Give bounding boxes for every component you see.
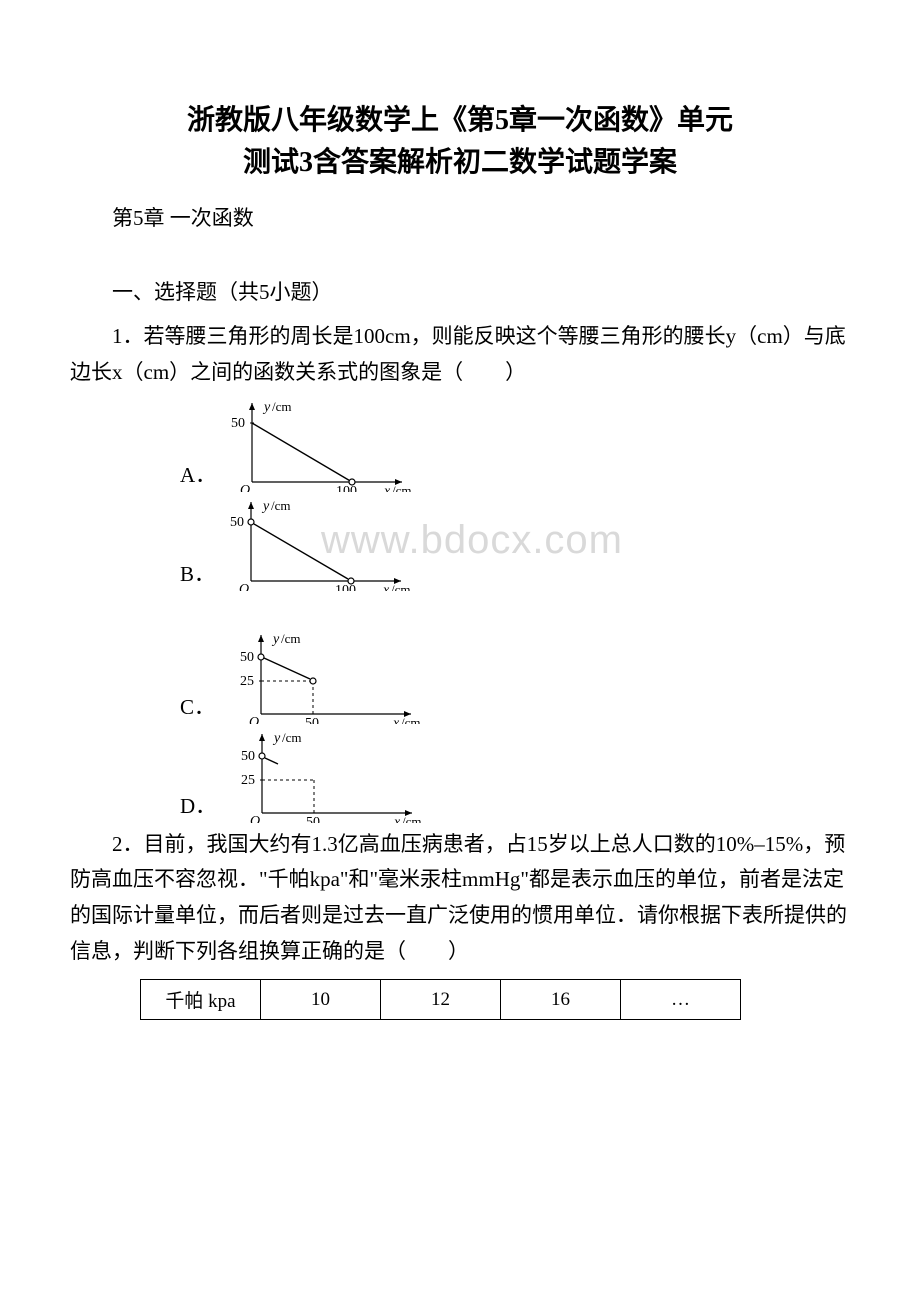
chart-c: y/cm x/cm 50 25 50 O (221, 629, 421, 724)
option-d-label: D． (180, 796, 216, 823)
svg-text:O: O (240, 483, 250, 492)
doc-title: 浙教版八年级数学上《第5章一次函数》单元 测试3含答案解析初二数学试题学案 (70, 100, 850, 184)
option-a: A． y/cm x/cm 50 100 O (180, 397, 850, 492)
question-2-text: 2．目前，我国大约有1.3亿高血压病患者，占15岁以上总人口数的10%–15%，… (70, 827, 850, 970)
chart-d-xtick: 50 (306, 815, 320, 823)
svg-text:y: y (272, 731, 281, 746)
pressure-table: 千帕 kpa 10 12 16 … (140, 979, 741, 1020)
option-a-label: A． (180, 465, 216, 492)
svg-text:/cm: /cm (272, 399, 292, 414)
svg-text:x: x (382, 583, 390, 591)
table-cell: 10 (261, 980, 381, 1020)
svg-text:/cm: /cm (392, 483, 412, 492)
table-cell: 12 (381, 980, 501, 1020)
svg-text:y: y (261, 499, 270, 514)
chart-b-ytick: 50 (230, 515, 244, 530)
chart-d-ytick2: 25 (241, 773, 255, 788)
chapter-label: 第5章 一次函数 (70, 202, 850, 236)
table-cell: 16 (501, 980, 621, 1020)
chart-a: y/cm x/cm 50 100 O (222, 397, 412, 492)
svg-text:y: y (271, 632, 280, 647)
svg-text:/cm: /cm (281, 631, 301, 646)
section-1-header: 一、选择题（共5小题） (70, 276, 850, 310)
svg-text:/cm: /cm (271, 498, 291, 513)
option-d: D． y/cm x/cm 50 25 50 O (180, 728, 850, 823)
chart-d: y/cm x/cm 50 25 50 O (222, 728, 422, 823)
chart-d-ytick1: 50 (241, 749, 255, 764)
option-c: C． y/cm x/cm 50 25 50 O (180, 629, 850, 724)
chart-b-xtick: 100 (335, 583, 356, 591)
chart-c-xtick: 50 (305, 716, 319, 724)
chart-a-ytick: 50 (231, 416, 245, 431)
svg-text:/cm: /cm (402, 814, 422, 823)
svg-text:O: O (250, 814, 260, 823)
svg-text:O: O (249, 715, 259, 724)
table-row: 千帕 kpa 10 12 16 … (141, 980, 741, 1020)
option-c-label: C． (180, 697, 215, 724)
option-b: B． www.bdocx.com y/cm x/cm 50 100 O (180, 496, 850, 591)
svg-text:x: x (393, 815, 401, 823)
chart-a-xtick: 100 (336, 484, 357, 492)
chart-c-ytick1: 50 (240, 650, 254, 665)
svg-text:/cm: /cm (391, 582, 411, 591)
svg-text:x: x (392, 716, 400, 724)
chart-c-ytick2: 25 (240, 674, 254, 689)
chart-b: y/cm x/cm 50 100 O (221, 496, 411, 591)
svg-text:/cm: /cm (401, 715, 421, 724)
table-cell: … (621, 980, 741, 1020)
table-cell: 千帕 kpa (141, 980, 261, 1020)
svg-text:/cm: /cm (282, 730, 302, 745)
option-b-label: B． (180, 564, 215, 591)
svg-text:y: y (262, 400, 271, 415)
title-line-2: 测试3含答案解析初二数学试题学案 (243, 147, 677, 178)
question-1-text: 1．若等腰三角形的周长是100cm，则能反映这个等腰三角形的腰长y（cm）与底边… (70, 319, 850, 390)
title-line-1: 浙教版八年级数学上《第5章一次函数》单元 (187, 105, 733, 136)
svg-text:O: O (239, 582, 249, 591)
svg-text:x: x (383, 484, 391, 492)
